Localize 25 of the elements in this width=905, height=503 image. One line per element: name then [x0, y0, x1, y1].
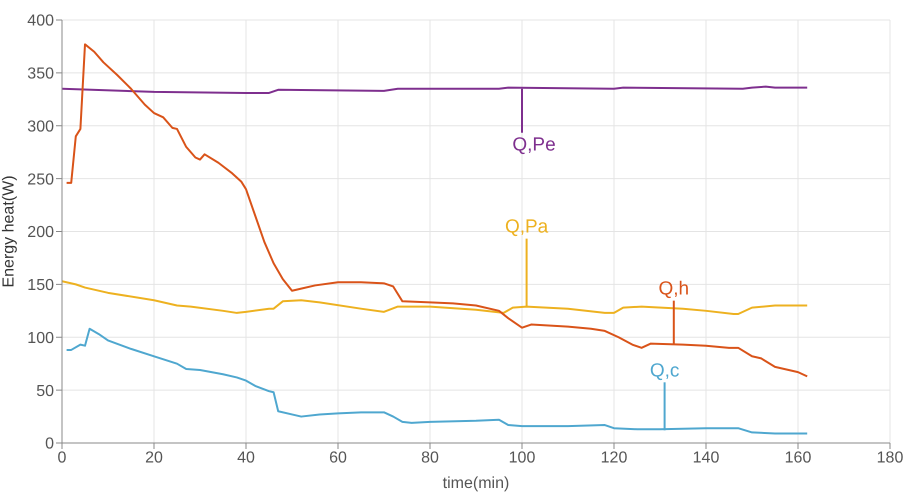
- x-tick-label: 80: [421, 449, 439, 466]
- x-tick-label: 120: [600, 449, 628, 466]
- y-tick-label: 300: [27, 118, 54, 136]
- y-tick-label: 250: [27, 171, 54, 188]
- y-tick-label: 0: [45, 436, 54, 453]
- annotation: Q,h: [658, 278, 690, 300]
- x-tick-label: 160: [784, 449, 812, 466]
- y-tick-label: 200: [27, 224, 54, 242]
- x-tick-label: 40: [237, 449, 255, 466]
- y-tick-label: 100: [27, 330, 54, 347]
- y-axis-title: Energy heat(W): [0, 175, 18, 288]
- x-tick-label: 140: [692, 449, 720, 466]
- annotation: Q,Pa: [504, 216, 549, 238]
- x-tick-label: 60: [329, 449, 347, 466]
- x-tick-label: 100: [508, 449, 536, 466]
- annotation: Q,c: [650, 360, 680, 382]
- y-tick-label: 350: [27, 66, 54, 83]
- y-tick-label: 150: [27, 277, 54, 294]
- x-tick-label: 180: [876, 449, 904, 466]
- x-axis-title: time(min): [442, 475, 510, 492]
- y-tick-label: 50: [36, 382, 54, 400]
- annotation: Q,Pe: [512, 134, 556, 156]
- x-tick-label: 20: [145, 449, 163, 466]
- x-tick-label: 0: [58, 449, 67, 466]
- y-tick-label: 400: [27, 12, 54, 30]
